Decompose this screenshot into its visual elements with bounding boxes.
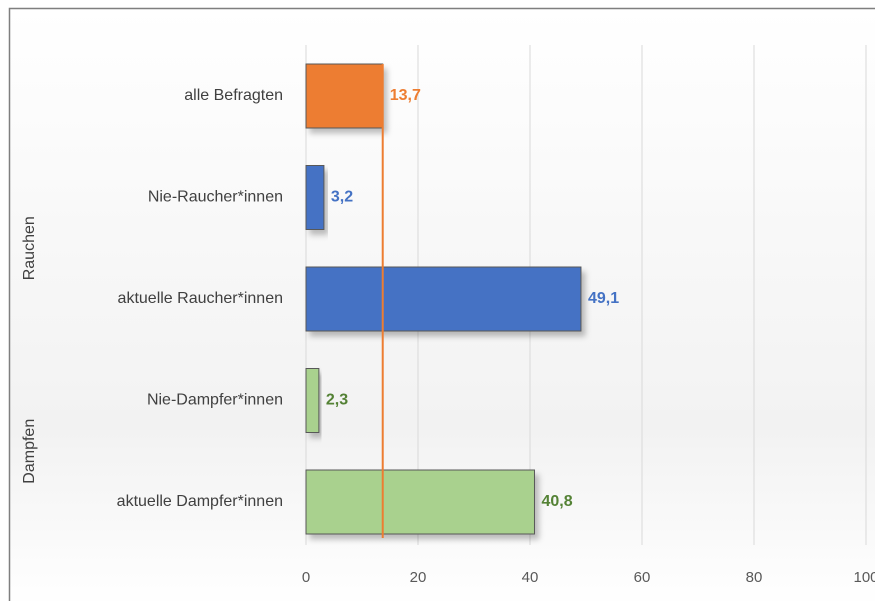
- group-label: Rauchen: [21, 216, 38, 280]
- category-label: alle Befragten: [184, 87, 283, 104]
- data-label: 13,7: [390, 87, 421, 104]
- group-label: Dampfen: [21, 419, 38, 484]
- x-tick-label: 60: [634, 569, 651, 586]
- category-label: aktuelle Dampfer*innen: [117, 493, 283, 510]
- x-tick-label: 40: [522, 569, 539, 586]
- category-label: Nie-Raucher*innen: [148, 189, 283, 206]
- x-tick-label: 100: [853, 569, 875, 586]
- bar: [305, 469, 535, 535]
- x-tick-label: 0: [302, 569, 310, 586]
- bar: [305, 63, 384, 129]
- bar: [305, 165, 325, 230]
- data-label: 40,8: [541, 493, 572, 510]
- data-label: 3,2: [331, 189, 353, 206]
- data-label: 49,1: [588, 290, 619, 307]
- category-label: Nie-Dampfer*innen: [147, 392, 283, 409]
- x-tick-label: 80: [746, 569, 763, 586]
- bar: [305, 368, 320, 433]
- category-label: aktuelle Raucher*innen: [118, 290, 283, 307]
- x-tick-label: 20: [410, 569, 427, 586]
- bar: [305, 266, 582, 332]
- data-label: 2,3: [326, 392, 348, 409]
